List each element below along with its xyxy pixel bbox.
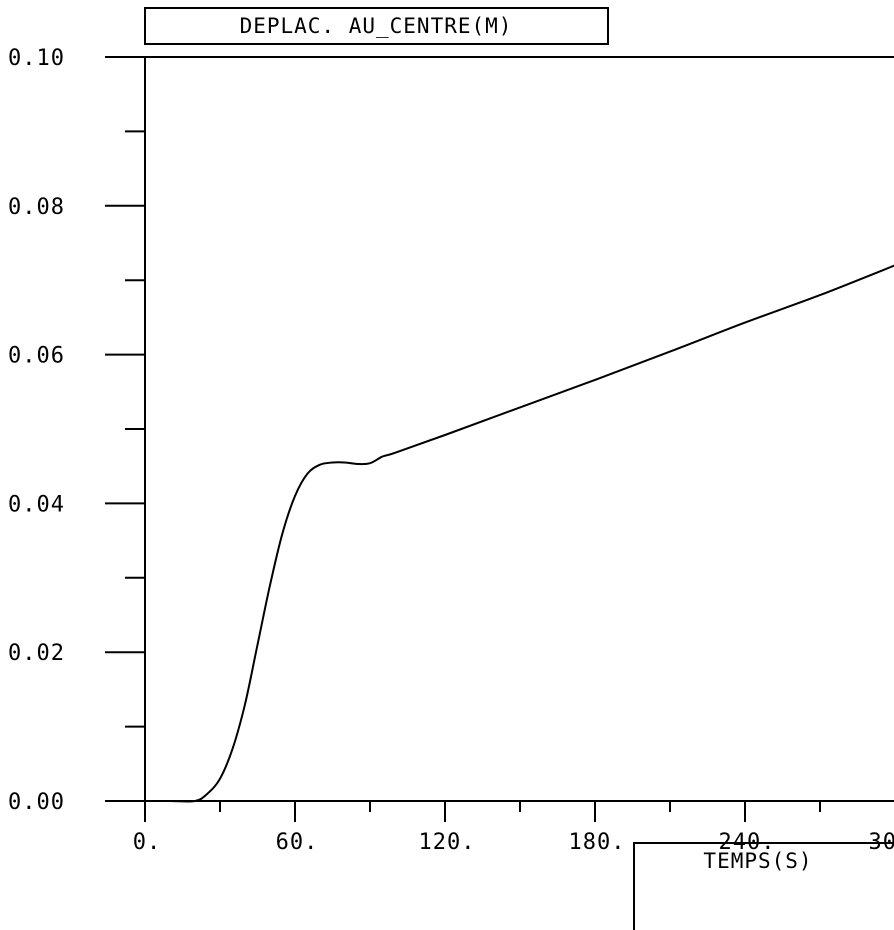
x-label-box: TEMPS(S) bbox=[633, 842, 894, 930]
title-box: DEPLAC. AU_CENTRE(M) bbox=[144, 7, 609, 45]
x-tick-label: 180. bbox=[569, 830, 626, 855]
series-line bbox=[144, 264, 894, 803]
y-axis-tick-labels: 0.00 0.02 0.04 0.06 0.08 0.10 bbox=[8, 46, 65, 815]
y-tick-label: 0.04 bbox=[8, 492, 65, 517]
y-tick-label: 0.00 bbox=[8, 790, 65, 815]
x-tick-label: 120. bbox=[419, 830, 476, 855]
y-tick-label: 0.10 bbox=[8, 46, 65, 71]
chart-title: DEPLAC. AU_CENTRE(M) bbox=[240, 14, 513, 38]
x-tick-label: 60. bbox=[276, 830, 319, 855]
y-tick-label: 0.02 bbox=[8, 641, 65, 666]
y-tick-label: 0.06 bbox=[8, 344, 65, 369]
axes bbox=[105, 56, 894, 822]
x-tick-label: 0. bbox=[133, 830, 162, 855]
y-tick-label: 0.08 bbox=[8, 195, 65, 220]
x-axis-label: TEMPS(S) bbox=[703, 849, 812, 873]
